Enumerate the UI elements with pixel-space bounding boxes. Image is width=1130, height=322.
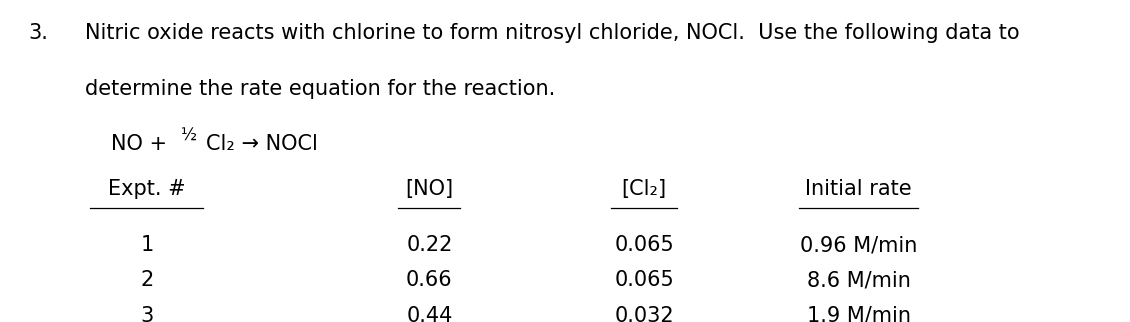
- Text: determine the rate equation for the reaction.: determine the rate equation for the reac…: [85, 79, 555, 99]
- Text: 0.66: 0.66: [406, 270, 453, 290]
- Text: 0.065: 0.065: [615, 270, 673, 290]
- Text: 0.44: 0.44: [406, 306, 453, 322]
- Text: [NO]: [NO]: [406, 179, 453, 199]
- Text: 1: 1: [140, 235, 154, 255]
- Text: 8.6 M/min: 8.6 M/min: [807, 270, 911, 290]
- Text: Nitric oxide reacts with chlorine to form nitrosyl chloride, NOCl.  Use the foll: Nitric oxide reacts with chlorine to for…: [85, 23, 1019, 43]
- Text: 0.065: 0.065: [615, 235, 673, 255]
- Text: [Cl₂]: [Cl₂]: [622, 179, 667, 199]
- Text: Expt. #: Expt. #: [108, 179, 185, 199]
- Text: 0.032: 0.032: [615, 306, 673, 322]
- Text: 3.: 3.: [28, 23, 49, 43]
- Text: 2: 2: [140, 270, 154, 290]
- Text: ½: ½: [181, 127, 197, 145]
- Text: 1.9 M/min: 1.9 M/min: [807, 306, 911, 322]
- Text: NO +: NO +: [111, 134, 174, 154]
- Text: 3: 3: [140, 306, 154, 322]
- Text: 0.96 M/min: 0.96 M/min: [800, 235, 918, 255]
- Text: Initial rate: Initial rate: [806, 179, 912, 199]
- Text: 0.22: 0.22: [406, 235, 453, 255]
- Text: Cl₂ → NOCl: Cl₂ → NOCl: [206, 134, 318, 154]
